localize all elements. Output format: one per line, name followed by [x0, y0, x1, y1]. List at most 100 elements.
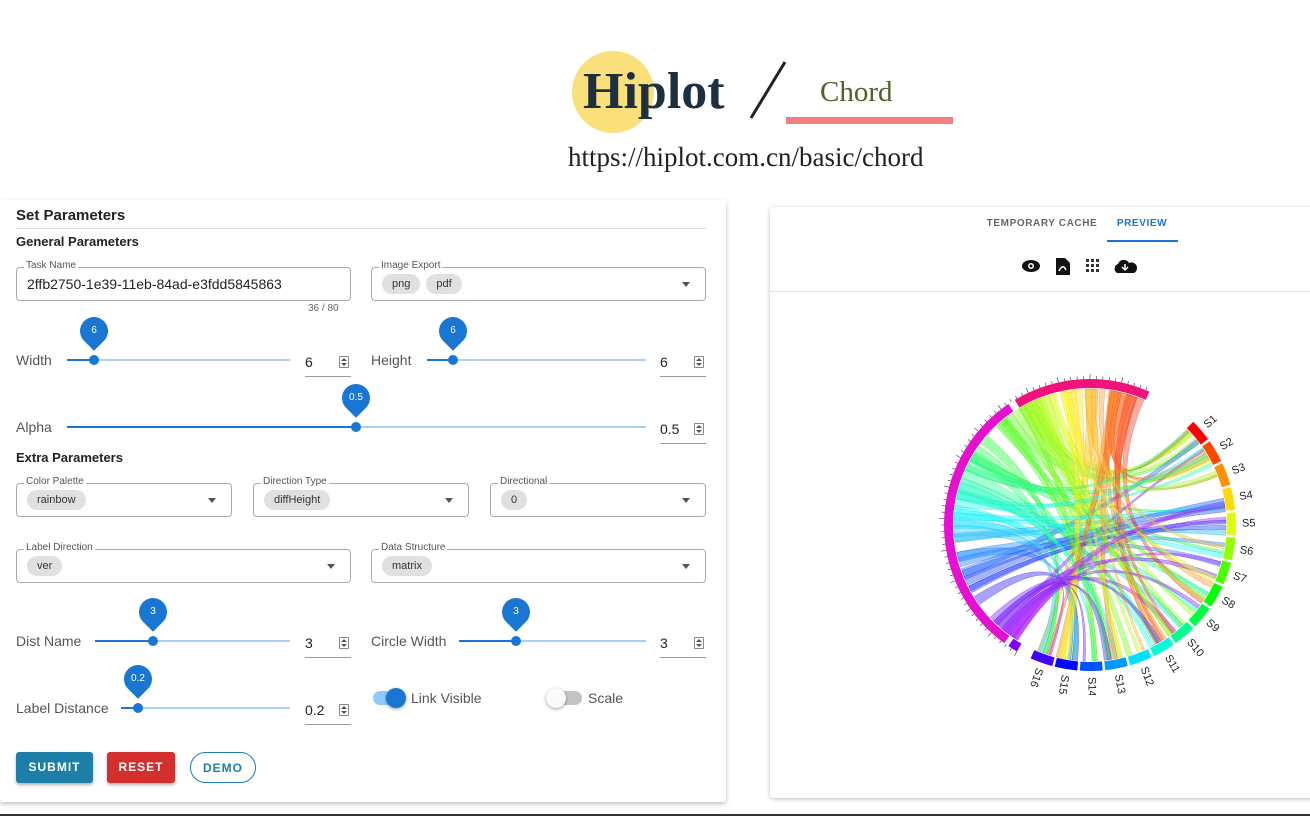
button[interactable]: DEMO [190, 752, 256, 783]
chord-sector [1202, 441, 1222, 465]
tab[interactable]: TEMPORARY CACHE [986, 218, 1098, 229]
toggle-label: Link Visible [411, 690, 482, 706]
number-underline [660, 376, 706, 377]
chord-link [997, 418, 1098, 662]
chord-sector [944, 403, 1014, 644]
axis-tick [1121, 377, 1123, 383]
axis-tick [1127, 380, 1129, 385]
number-input[interactable]: 6 [305, 354, 313, 370]
axis-tick [1063, 378, 1065, 382]
slider-thumb[interactable] [89, 355, 99, 365]
axis-tick [1133, 382, 1136, 386]
chip: matrix [382, 556, 432, 576]
section-title: Set Parameters [16, 207, 126, 224]
axis-tick [979, 623, 983, 626]
select-field[interactable]: ver [16, 549, 351, 583]
number-input[interactable]: 0.5 [660, 421, 680, 437]
chord-sector [1054, 657, 1079, 671]
chip-row: ver [27, 556, 68, 576]
spinner-up [696, 425, 702, 428]
slider-bubble-value: 3 [150, 606, 156, 617]
chip-row: 0 [501, 490, 533, 510]
spinner-down [696, 363, 702, 366]
number-input[interactable]: 3 [305, 635, 313, 651]
button[interactable]: SUBMIT [16, 752, 93, 783]
number-spinner[interactable] [339, 704, 349, 716]
axis-tick [1014, 651, 1018, 656]
axis-tick [949, 574, 953, 577]
number-underline [305, 724, 351, 725]
axis-tick [1004, 402, 1007, 406]
select-field[interactable]: 0 [490, 483, 706, 517]
number-underline [660, 443, 706, 444]
chord-link [953, 512, 1224, 559]
field-label: Direction Type [261, 476, 329, 488]
chord-link [969, 451, 1224, 554]
slider-thumb[interactable] [511, 636, 521, 646]
chord-link [954, 447, 1204, 511]
select-field[interactable]: rainbow [16, 483, 232, 517]
spinner-up [341, 706, 347, 709]
field-label: Color Palette [24, 476, 86, 488]
eye-icon[interactable] [1022, 260, 1040, 272]
number-input[interactable]: 0.2 [305, 702, 325, 718]
chord-sector [1170, 621, 1194, 644]
slider-thumb[interactable] [351, 422, 361, 432]
dropdown-arrow [208, 498, 216, 503]
char-counter: 36 / 80 [308, 303, 339, 314]
axis-tick [974, 427, 979, 432]
toggle-knob[interactable] [386, 688, 406, 708]
spinner-down [696, 430, 702, 433]
axis-tick [1025, 388, 1029, 393]
axis-tick [1009, 399, 1012, 403]
select-field[interactable]: matrix [371, 549, 706, 583]
page-underline [786, 117, 953, 124]
chord-link [1023, 402, 1210, 483]
select-field[interactable]: png pdf [371, 267, 706, 301]
number-spinner[interactable] [694, 423, 704, 435]
url: https://hiplot.com.cn/basic/chord [568, 142, 924, 172]
axis-tick [993, 410, 997, 414]
number-spinner[interactable] [339, 356, 349, 368]
sector-label: S10 [1184, 637, 1206, 660]
axis-tick [964, 603, 968, 606]
page-name: Chord [820, 76, 893, 108]
pdf-icon[interactable] [1056, 258, 1070, 275]
chord-sector [1186, 421, 1209, 445]
chip-row: diffHeight [264, 490, 336, 510]
chord-link [1011, 408, 1133, 657]
spinner-down [696, 644, 702, 647]
slider-thumb[interactable] [448, 355, 458, 365]
grid-icon[interactable] [1086, 259, 1099, 272]
button[interactable]: RESET [107, 752, 175, 783]
number-input[interactable]: 6 [660, 354, 668, 370]
slider-label: Label Distance [16, 700, 109, 716]
select-field[interactable]: 2ffb2750-1e39-11eb-84ad-e3fdd5845863 [16, 267, 351, 301]
axis-tick [941, 550, 947, 552]
chord-link [989, 576, 1162, 644]
sector-label: S15 [1056, 674, 1071, 695]
number-spinner[interactable] [339, 637, 349, 649]
cloud-icon[interactable] [1114, 259, 1138, 273]
field-value: 2ffb2750-1e39-11eb-84ad-e3fdd5845863 [27, 276, 282, 292]
select-field[interactable]: diffHeight [253, 483, 469, 517]
axis-tick [954, 586, 958, 589]
section-rule [16, 228, 706, 229]
slider-label: Width [16, 352, 52, 368]
chord-link [993, 557, 1218, 629]
chip: ver [27, 556, 63, 576]
toggle-knob[interactable] [546, 688, 566, 708]
spinner-up [696, 639, 702, 642]
number-spinner[interactable] [694, 356, 704, 368]
number-spinner[interactable] [694, 637, 704, 649]
slider-track-active [67, 359, 94, 361]
axis-tick [1115, 378, 1117, 382]
axis-tick [979, 424, 983, 427]
slider-bubble-value: 6 [91, 325, 97, 336]
tab[interactable]: PREVIEW [1116, 218, 1168, 229]
slider-thumb[interactable] [148, 636, 158, 646]
number-input[interactable]: 3 [660, 635, 668, 651]
slider-thumb[interactable] [133, 703, 143, 713]
chip: diffHeight [264, 490, 331, 510]
slider-track-active [459, 640, 516, 642]
